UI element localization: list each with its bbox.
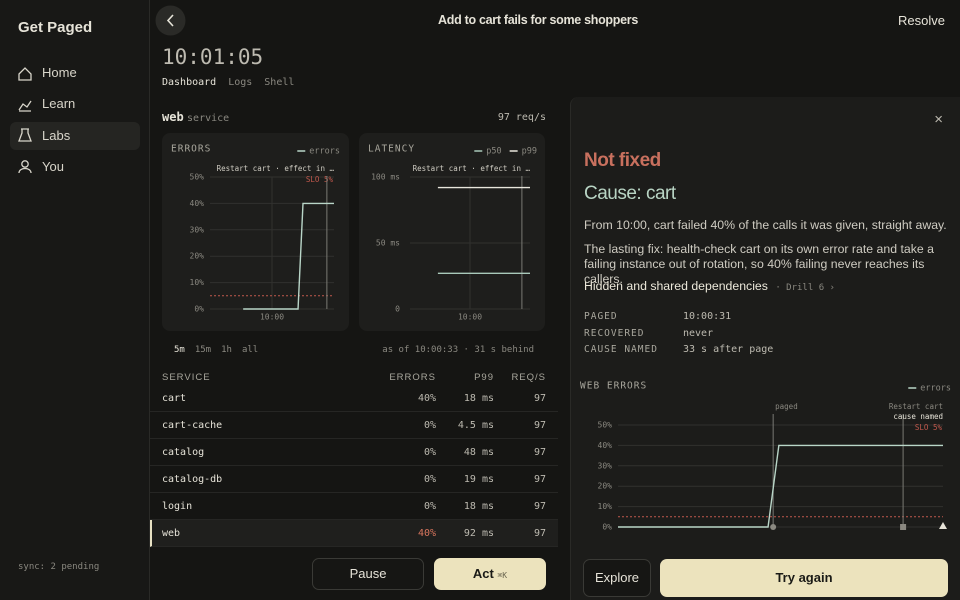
latency-card xyxy=(359,133,545,331)
nav-item[interactable]: Home xyxy=(42,65,77,80)
resolve-button[interactable]: Resolve xyxy=(898,13,945,28)
learn-icon xyxy=(18,100,32,112)
table-row[interactable]: web 40% 92 ms 97 xyxy=(150,520,558,547)
labs-icon xyxy=(18,128,32,142)
service-name: web xyxy=(162,110,184,124)
pause-button[interactable]: Pause xyxy=(312,558,424,590)
sidebar: Get Paged Home Learn Labs You sync: 2 pendi… xyxy=(0,0,150,600)
tab[interactable]: Shell xyxy=(264,77,295,88)
request-rate: 97 req/s xyxy=(497,112,546,123)
back-icon xyxy=(166,14,174,27)
fix-status: Not fixed xyxy=(584,150,661,171)
home-icon xyxy=(18,67,32,81)
column-header: SERVICE xyxy=(162,372,211,383)
doc-link[interactable]: Hidden and shared dependencies xyxy=(584,279,768,293)
service-heading: web service xyxy=(162,110,229,124)
cell: 18 ms xyxy=(463,501,494,512)
cell: cart xyxy=(162,393,187,404)
you-icon xyxy=(21,160,29,168)
cell: 19 ms xyxy=(463,474,494,485)
drill-link[interactable]: · Drill 6 › xyxy=(775,283,835,293)
detail-value: 10:00:31 xyxy=(683,311,732,322)
close-button[interactable]: × xyxy=(934,111,943,128)
try-again-button[interactable]: Try again xyxy=(660,559,948,597)
cell: login xyxy=(162,501,193,512)
cell: 0% xyxy=(423,420,436,431)
cell: 97 xyxy=(533,420,546,431)
table-row[interactable]: catalog-db 0% 19 ms 97 xyxy=(150,466,558,493)
table-row[interactable]: login 0% 18 ms 97 xyxy=(150,493,558,520)
act-label: Act xyxy=(472,566,494,581)
cell: 40% xyxy=(417,393,436,404)
range[interactable]: 1h xyxy=(221,345,232,355)
range[interactable]: all xyxy=(241,345,259,355)
incident-title: Add to cart fails for some shoppers xyxy=(438,13,638,27)
data-status: as of 10:00:33 · 31 s behind xyxy=(382,345,534,355)
cell: 97 xyxy=(533,447,546,458)
cell: 18 ms xyxy=(463,393,494,404)
sync-status: sync: 2 pending xyxy=(18,562,100,572)
detail-label: RECOVERED xyxy=(584,327,645,339)
shortcut: ⌘K xyxy=(497,571,508,580)
cell: 0% xyxy=(423,474,436,485)
tabs: Dashboard Logs Shell xyxy=(162,77,306,88)
fix: The lasting fix: health-check cart on it… xyxy=(584,242,934,286)
detail-value: never xyxy=(683,327,714,339)
back-button[interactable] xyxy=(155,5,186,36)
clock: 10:01:05 xyxy=(162,45,264,69)
service-label: service xyxy=(187,113,230,124)
nav-icons xyxy=(18,67,32,174)
column-header: ERRORS xyxy=(389,372,436,383)
summary: From 10:00, cart failed 40% of the calls… xyxy=(584,218,947,232)
you-icon xyxy=(18,167,32,174)
range[interactable]: 5m xyxy=(174,345,185,355)
range[interactable]: 15m xyxy=(194,345,212,355)
detail-value: 33 s after page xyxy=(683,344,774,355)
column-header: REQ/S xyxy=(511,372,546,383)
column-header: P99 xyxy=(474,372,494,383)
tab[interactable]: Logs xyxy=(228,77,253,88)
nav-item[interactable]: Labs xyxy=(10,121,140,150)
nav-item[interactable]: Learn xyxy=(42,96,76,112)
cell: 4.5 ms xyxy=(457,420,494,431)
back-bg xyxy=(155,5,186,36)
cell: 97 xyxy=(533,501,546,512)
tab[interactable]: Dashboard xyxy=(162,77,217,88)
cell: catalog-db xyxy=(162,474,223,485)
cell: 0% xyxy=(423,501,436,512)
detail-label: PAGED xyxy=(584,311,618,322)
cell: web xyxy=(162,528,181,539)
table-row[interactable]: catalog 0% 48 ms 97 xyxy=(150,439,558,466)
cell: 0% xyxy=(423,447,436,458)
incident-panel: × Not fixed Cause: cart From 10:00, cart… xyxy=(570,97,960,600)
table-row[interactable]: cart 40% 18 ms 97 xyxy=(150,385,558,412)
act-button[interactable]: Act ⌘K xyxy=(434,558,546,590)
link-row: Hidden and shared dependencies · Drill 6… xyxy=(584,279,835,293)
cell: 48 ms xyxy=(463,447,494,458)
detail-label: CAUSE NAMED xyxy=(584,344,658,355)
cell: 97 xyxy=(533,393,546,404)
cell: cart-cache xyxy=(162,420,223,431)
cell: 97 xyxy=(533,474,546,485)
cell: 97 xyxy=(533,528,546,539)
time-ranges: 5m 15m 1h all xyxy=(174,345,268,355)
errors-card xyxy=(162,133,349,331)
nav-item[interactable]: You xyxy=(42,158,64,174)
cause: Cause: cart xyxy=(584,183,676,204)
cell: 92 ms xyxy=(463,528,494,539)
cell: catalog xyxy=(162,447,205,458)
table-row[interactable]: cart-cache 0% 4.5 ms 97 xyxy=(150,412,558,439)
explore-button[interactable]: Explore xyxy=(583,559,651,597)
brand: Get Paged xyxy=(18,19,93,36)
cell: 40% xyxy=(417,528,436,539)
